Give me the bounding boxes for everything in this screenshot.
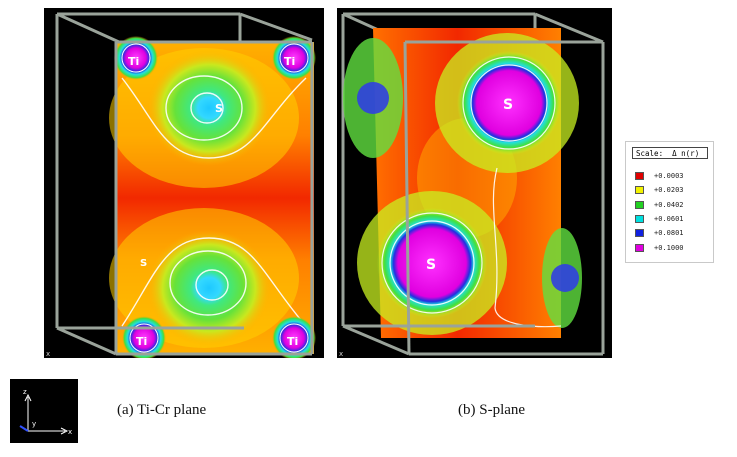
charge-density-map-s-plane: S S x <box>337 8 612 358</box>
legend-title: Scale: Δ n(r) <box>632 147 708 159</box>
s-atom-bottom <box>377 208 487 318</box>
caption-ti-cr-plane: (a) Ti-Cr plane <box>117 402 207 418</box>
legend-swatch <box>635 243 644 252</box>
legend-value: +0.0402 <box>654 200 684 209</box>
axis-orientation-indicator: z y x <box>10 379 78 443</box>
legend-swatch <box>635 172 644 181</box>
density-scale-legend: Scale: Δ n(r) +0.0003 +0.0203 +0.0402 +0.06… <box>625 141 714 263</box>
caption-s-plane: (b) S-plane <box>458 402 526 418</box>
s-plane-svg: S S x <box>339 12 605 358</box>
atom-label-ti-bottom-right: Ti <box>287 335 298 348</box>
atom-label-ti-top-left: Ti <box>128 55 139 68</box>
legend-value: +0.1000 <box>654 243 684 252</box>
corner-mark-a: x <box>46 350 50 358</box>
legend-item: +0.0203 <box>635 183 684 197</box>
axis-label-z: z <box>23 388 27 396</box>
legend-value: +0.0801 <box>654 229 684 238</box>
legend-scale-label: Scale: <box>636 149 664 158</box>
legend-value: +0.0203 <box>654 186 684 195</box>
corner-mark-b: x <box>339 350 343 358</box>
legend-item: +0.0402 <box>635 198 684 212</box>
legend-item: +0.1000 <box>635 240 684 254</box>
atom-label-s-top: S <box>215 102 223 115</box>
legend-value: +0.0601 <box>654 215 684 224</box>
contour-lines-b <box>381 56 562 328</box>
legend-quantity: Δ n(r) <box>672 149 700 158</box>
legend-item: +0.0801 <box>635 226 684 240</box>
atom-label-ti-bottom-left: Ti <box>136 335 147 348</box>
legend-item: +0.0003 <box>635 169 684 183</box>
legend-entries: +0.0003 +0.0203 +0.0402 +0.0601 +0.0801 +0.10… <box>635 169 684 255</box>
legend-item: +0.0601 <box>635 212 684 226</box>
s-atom-top <box>457 51 561 155</box>
s-density-hump-top <box>147 50 271 166</box>
axis-label-y: y <box>32 420 36 428</box>
legend-value: +0.0003 <box>654 172 684 181</box>
ti-cr-plane-svg: Ti Ti S S Ti Ti x <box>46 12 316 358</box>
contour-lines <box>121 75 307 327</box>
charge-density-map-ti-cr-plane: Ti Ti S S Ti Ti x <box>44 8 324 358</box>
unit-cell-frame-front <box>56 40 314 356</box>
unit-cell-frame-front-b <box>342 40 605 356</box>
atom-label-s-top-b: S <box>503 97 513 113</box>
atom-label-s-left: S <box>140 258 147 269</box>
legend-swatch <box>635 186 644 195</box>
legend-swatch <box>635 200 644 209</box>
axis-label-x: x <box>68 428 72 436</box>
legend-swatch <box>635 229 644 238</box>
s-density-hump-bottom <box>147 230 271 346</box>
atom-label-ti-top-right: Ti <box>284 55 295 68</box>
atom-label-s-bottom-b: S <box>426 257 436 273</box>
legend-swatch <box>635 215 644 224</box>
